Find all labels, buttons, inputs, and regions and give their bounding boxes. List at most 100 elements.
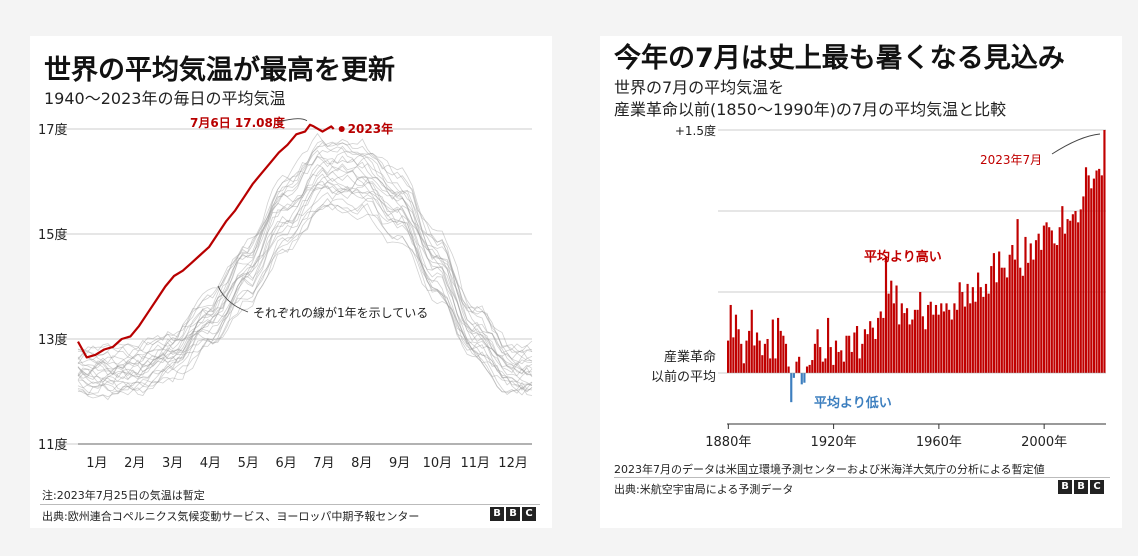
bar-year-1915 — [819, 347, 822, 373]
bar-year-2012 — [1074, 211, 1077, 373]
historical-year-line — [77, 173, 533, 380]
temperature-line-chart: 11度 13度 15度 17度 1月 2月 3月 4月 5月 6月 7月 8月 9月 10月 11月 12月 2… — [38, 115, 533, 471]
bar-year-1987 — [1008, 254, 1011, 373]
bar-year-2021 — [1098, 168, 1101, 373]
label-above-average: 平均より高い — [864, 249, 942, 265]
bar-year-1929 — [855, 326, 859, 373]
bar-year-1903 — [787, 366, 790, 373]
bar-year-1909 — [803, 373, 806, 383]
bar-year-1992 — [1021, 275, 1024, 373]
x-tick-label: 2月 — [124, 456, 145, 471]
right-chart-title: 今年の7月は史上最も暑くなる見込み — [614, 43, 1065, 74]
bar-year-1965 — [950, 319, 953, 373]
bar-year-1947 — [903, 313, 906, 373]
bar-year-1994 — [1027, 262, 1030, 373]
right-chart-note: 2023年7月のデータは米国立環境予測センターおよび米海洋大気庁の分析による暫定… — [614, 463, 1045, 476]
bar-year-1983 — [998, 251, 1001, 373]
y-tick-label: 15度 — [38, 227, 68, 243]
bar-year-1924 — [842, 361, 845, 373]
bar-year-1922 — [837, 351, 840, 373]
bar-year-1956 — [927, 304, 930, 373]
historical-year-line — [77, 185, 533, 398]
right-chart-panel: 今年の7月は史上最も暑くなる見込み 世界の7月の平均気温を 産業革命以前(185… — [600, 36, 1122, 528]
bar-year-1885 — [740, 343, 743, 373]
bar-year-1951 — [913, 309, 917, 373]
historical-year-line — [77, 181, 533, 387]
historical-year-line — [77, 180, 533, 388]
bar-year-1902 — [784, 343, 788, 373]
historical-year-line — [77, 167, 533, 385]
bar-year-1961 — [940, 303, 943, 373]
bar-year-1910 — [805, 366, 809, 373]
bar-year-2015 — [1082, 196, 1085, 373]
bar-year-2000 — [1042, 225, 1045, 373]
baseline-label: 産業革命 — [664, 349, 716, 365]
bar-year-1919 — [829, 347, 832, 373]
historical-year-line — [77, 185, 533, 396]
x-tick-label: 5月 — [238, 456, 259, 471]
historical-year-line — [77, 197, 533, 393]
bar-year-2016 — [1084, 167, 1088, 373]
bar-year-2004 — [1053, 243, 1056, 373]
bar-year-1933 — [866, 334, 869, 373]
bar-year-1927 — [850, 351, 853, 373]
x-tick-label: 12月 — [498, 456, 528, 471]
bar-year-1939 — [882, 317, 885, 373]
bar-year-1971 — [966, 283, 969, 373]
bar-year-1908 — [800, 373, 803, 385]
left-divider — [40, 504, 540, 505]
historical-year-line — [77, 169, 533, 386]
bar-year-1955 — [924, 329, 927, 373]
bar-year-1880 — [727, 340, 730, 373]
x-tick-label: 1960年 — [916, 435, 962, 450]
bar-year-1960 — [937, 314, 940, 373]
bar-year-1948 — [905, 308, 909, 373]
x-tick-label: 3月 — [162, 456, 183, 471]
bar-year-1974 — [974, 301, 977, 373]
bar-year-1918 — [827, 317, 830, 373]
bar-year-1928 — [853, 332, 856, 373]
bar-year-1920 — [832, 364, 835, 373]
bar-year-1943 — [892, 303, 895, 373]
right-divider — [614, 477, 1110, 478]
bar-year-1884 — [737, 329, 740, 373]
y-tick-label: 11度 — [38, 437, 68, 453]
bar-year-1890 — [753, 345, 756, 373]
lines-annotation: それぞれの線が1年を示している — [253, 305, 428, 320]
bar-year-1938 — [879, 311, 882, 373]
bar-year-1998 — [1037, 233, 1040, 373]
bar-year-1972 — [969, 303, 972, 373]
peak-annotation: 7月6日 17.08度 — [190, 115, 286, 130]
bar-year-1977 — [982, 296, 985, 373]
historical-year-line — [77, 146, 533, 368]
bar-year-1952 — [916, 309, 919, 373]
historical-year-line — [77, 178, 533, 386]
historical-year-line — [77, 155, 533, 371]
bar-year-1905 — [792, 373, 795, 378]
bar-year-1988 — [1011, 245, 1014, 373]
bar-year-1962 — [942, 311, 945, 373]
bar-year-1894 — [763, 343, 767, 373]
bar-year-1893 — [761, 355, 764, 373]
bar-year-1978 — [984, 283, 988, 373]
label-2023-arrow — [1051, 133, 1101, 155]
bar-year-1906 — [795, 361, 798, 373]
bar-year-1886 — [742, 363, 745, 373]
bar-year-1958 — [932, 314, 935, 373]
x-tick-label: 6月 — [275, 456, 296, 471]
bar-year-2010 — [1069, 220, 1072, 373]
bar-year-1953 — [919, 292, 922, 373]
historical-year-line — [77, 164, 533, 379]
bar-year-2014 — [1079, 209, 1082, 373]
x-tick-label: 4月 — [200, 456, 221, 471]
bar-year-1966 — [953, 303, 956, 373]
bar-year-1926 — [848, 335, 851, 373]
right-chart-subtitle-2: 産業革命以前(1850〜1990年)の7月の平均気温と比較 — [614, 100, 1007, 119]
bar-year-1984 — [1000, 267, 1003, 373]
bar-year-1989 — [1013, 259, 1017, 373]
bar-year-1911 — [808, 364, 811, 373]
lines-annotation-arrow — [217, 285, 249, 313]
x-tick-label: 9月 — [389, 456, 410, 471]
bar-year-1900 — [779, 330, 782, 373]
x-tick-label: 1920年 — [811, 435, 857, 450]
